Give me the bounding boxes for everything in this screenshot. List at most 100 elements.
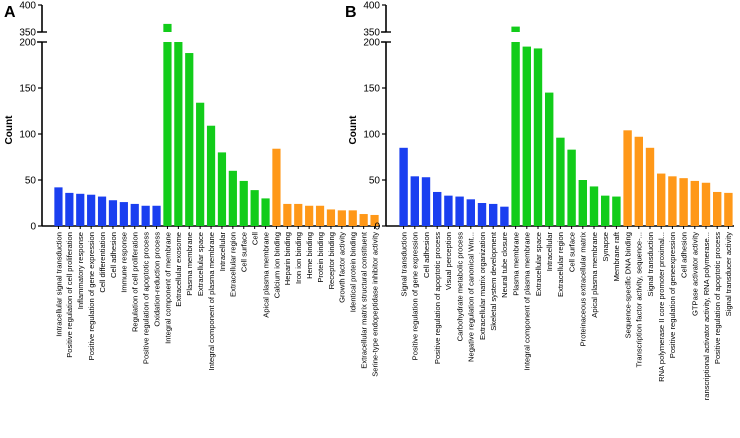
bar-b-3 (433, 191, 442, 226)
bar-b-1 (410, 176, 419, 226)
y-tick-label-a-200: 200 (19, 38, 36, 49)
bar-a-22 (294, 203, 303, 226)
category-label-b-17: Apical plasma membrane (590, 232, 599, 318)
bar-b-28 (713, 191, 722, 226)
category-label-a-21: Heparin binding (283, 232, 292, 285)
category-label-a-1: Positive regulation of cell proliferatio… (65, 232, 74, 358)
bar-a-23 (305, 205, 314, 226)
bar-b-8 (489, 203, 498, 226)
bar-b-2 (421, 177, 431, 226)
bar-b-14 (556, 137, 565, 226)
bar-a-16 (228, 170, 237, 226)
category-label-b-26: GTPase activator activity (691, 232, 700, 316)
category-label-a-14: Integral component of plasma membrane (207, 232, 216, 370)
category-label-b-6: Negative regulation of canonical Wnt... (467, 232, 476, 362)
bar-a-0 (54, 187, 63, 226)
bar-a-21 (283, 203, 292, 226)
y-tick-label-b-0: 0 (374, 222, 380, 233)
bar-a-20 (272, 148, 281, 226)
category-label-a-8: Positive regulation of apoptotic process (141, 232, 150, 364)
y-tick-label-a-100: 100 (19, 130, 36, 141)
category-label-b-12: Extracellular space (534, 232, 543, 296)
bar-b-19 (612, 196, 621, 226)
bar-a-10-upper (163, 23, 172, 32)
category-label-a-20: Calcium ion binding (272, 232, 281, 298)
bar-b-7 (477, 203, 487, 226)
category-label-a-28: Extracellular matrix structural constitu… (359, 231, 368, 369)
category-label-a-23: Heme binding (305, 232, 314, 279)
category-label-b-15: Cell surface (567, 232, 576, 272)
category-label-b-27: ranscriptional activator activity, RNA p… (702, 232, 711, 400)
category-label-a-11: Extracellular exosome (174, 232, 183, 307)
category-label-a-12: Plasma membrane (185, 232, 194, 296)
category-label-b-1: Positive regulation of gene expression (411, 232, 420, 360)
bar-a-15 (217, 152, 227, 226)
y-tick-label-b-150: 150 (363, 84, 380, 95)
bar-a-6 (119, 202, 128, 226)
category-label-a-27: Identical protein binding (349, 232, 358, 312)
y-tick-label-a-400: 400 (19, 1, 36, 12)
bar-a-18 (250, 190, 259, 226)
bar-a-25 (326, 209, 336, 226)
category-label-a-15: Intracellular (218, 232, 227, 272)
bar-a-7 (130, 203, 139, 226)
bar-a-12 (185, 53, 194, 226)
category-label-a-26: Growth factor activity (338, 232, 347, 303)
category-label-b-0: Signal transduction (399, 232, 408, 297)
category-label-b-11: Integral component of plasma membrane (523, 232, 532, 370)
category-label-a-18: Cell (250, 232, 259, 245)
category-label-a-24: Protein binding (316, 232, 325, 283)
category-label-b-29: Signal transducer activity (724, 232, 733, 317)
category-label-a-5: Cell adhesion (109, 232, 118, 278)
y-tick-label-a-150: 150 (19, 84, 36, 95)
bar-b-21 (634, 136, 643, 226)
category-label-a-4: Cell differentiation (98, 232, 107, 293)
bar-b-26 (690, 180, 699, 226)
y-tick-label-b-200: 200 (363, 38, 380, 49)
category-label-a-16: Extracellular region (229, 232, 238, 297)
category-label-b-4: Visual perception (444, 232, 453, 290)
category-label-a-19: Apical plasma membrane (261, 232, 270, 318)
bar-b-11 (522, 46, 531, 226)
bar-b-23 (657, 173, 666, 226)
category-label-a-13: Extracellular space (196, 232, 205, 296)
category-label-b-14: Extracellular region (556, 232, 565, 297)
bar-a-11-lower (174, 42, 183, 226)
y-tick-label-b-100: 100 (363, 130, 380, 141)
category-label-b-8: Skeletal system development (489, 231, 498, 331)
bar-a-1 (65, 192, 74, 226)
category-label-a-29: Serine-type endopeptidase inhibitor acti… (370, 232, 379, 377)
bar-a-5 (108, 200, 118, 226)
category-label-b-13: Intracellular (545, 232, 554, 272)
panel-a-label: A (4, 4, 16, 21)
category-label-a-17: Cell surface (240, 232, 249, 272)
bar-b-13 (545, 92, 554, 226)
bar-b-6 (466, 199, 475, 226)
category-label-b-18: Synapse (601, 232, 610, 262)
category-label-a-6: Immune response (120, 232, 129, 293)
category-label-a-9: Oxidation-reduction process (152, 232, 161, 327)
category-label-b-19: Membrane raft (612, 231, 621, 281)
bar-a-8 (141, 205, 150, 226)
y-axis-title-b: Count (348, 115, 359, 145)
bar-a-10-lower (163, 42, 172, 226)
bar-a-9 (152, 205, 161, 226)
category-label-b-10: Plasma membrane (511, 232, 520, 296)
bar-b-10-upper (511, 26, 520, 32)
y-axis-title-a: Count (4, 115, 15, 145)
bar-b-0 (399, 147, 408, 226)
category-label-b-16: Proteinaceous extracellular matrix (579, 232, 588, 347)
category-label-b-24: Positive regulation of geneexpression (668, 232, 677, 358)
bar-a-14 (206, 125, 216, 226)
category-label-b-25: Cell adhesion (679, 232, 688, 278)
category-label-a-0: Intracellular signal transduction (54, 232, 63, 337)
y-tick-label-b-350: 350 (363, 28, 380, 39)
category-label-b-20: Sequence-specific DNA binding (623, 232, 632, 338)
y-tick-label-a-350: 350 (19, 28, 36, 39)
category-label-b-28: Positive regulation of apoptotic process (713, 232, 722, 364)
bar-b-17 (589, 186, 599, 226)
category-label-b-9: Neural tube closure (500, 232, 509, 298)
y-tick-label-a-50: 50 (25, 176, 37, 187)
